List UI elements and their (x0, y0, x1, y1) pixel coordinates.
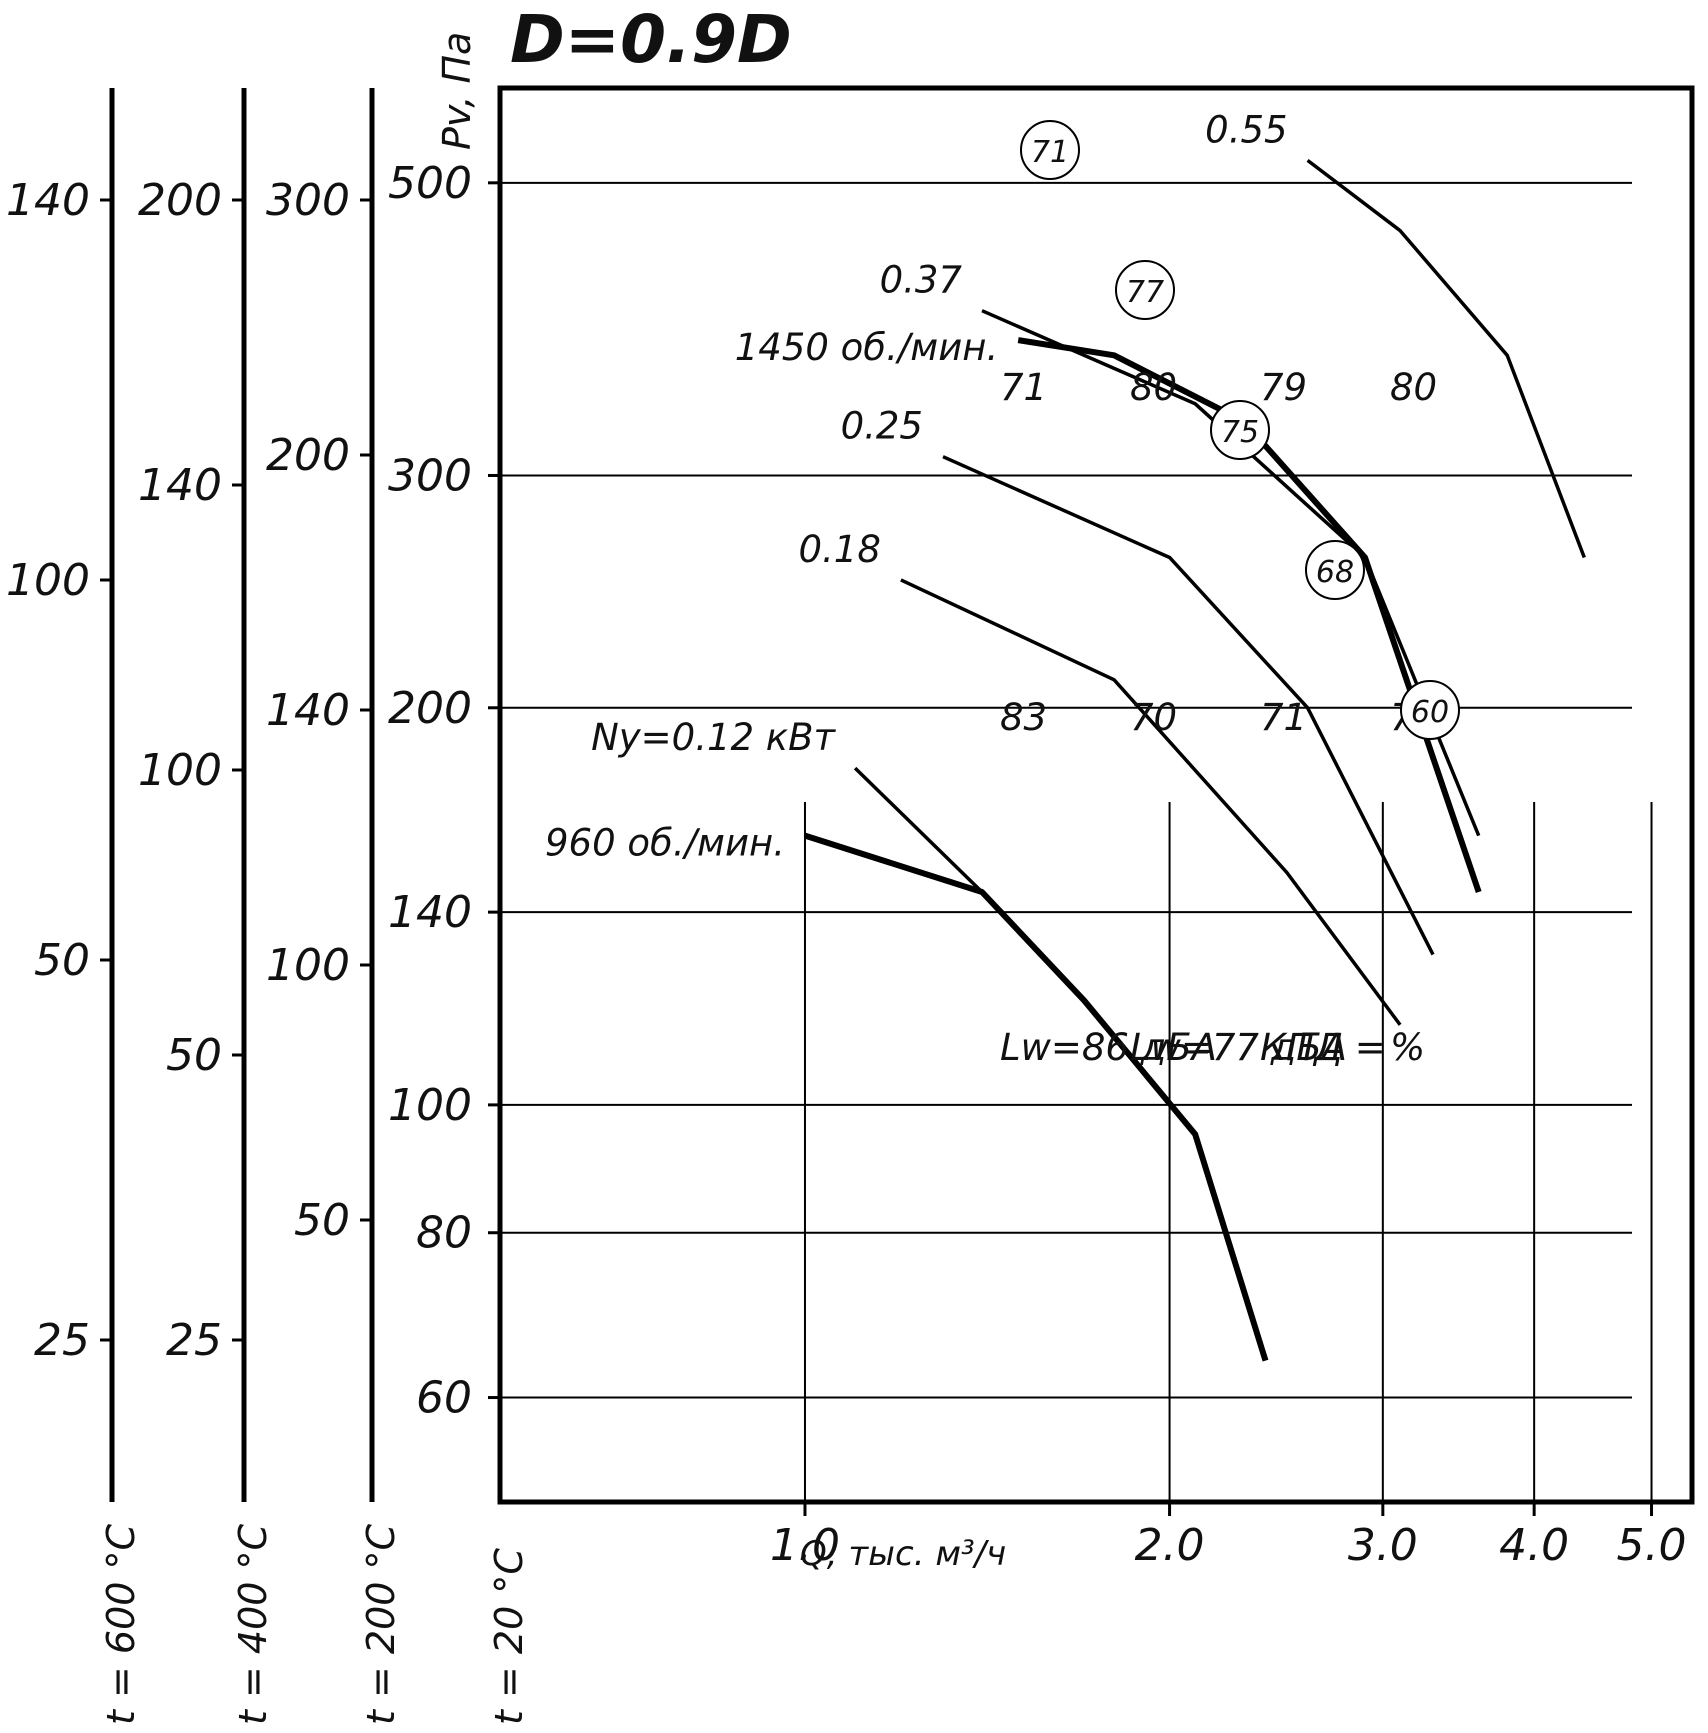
temperature-tick-label: 100 (138, 745, 222, 796)
temperature-axis-label: t = 20 °C (487, 1548, 531, 1725)
efficiency-circle-label: 68 (1316, 555, 1354, 590)
efficiency-circle-label: 71 (1031, 135, 1069, 170)
power-line (853, 766, 984, 894)
temperature-tick-label: 200 (138, 175, 222, 226)
y-tick-label: 60 (416, 1373, 472, 1424)
temperature-tick-label: 200 (266, 430, 350, 481)
efficiency-circle (1400, 680, 1460, 740)
annotation-label: % (1390, 1026, 1425, 1069)
y-axis-label: Pv, Па (435, 32, 479, 150)
plot-frame (497, 85, 1695, 1505)
power-line-label: 0.18 (798, 528, 880, 571)
temperature-tick-label: 100 (266, 940, 350, 991)
y-tick-label: 200 (388, 683, 472, 734)
power-line-label: 0.25 (841, 405, 923, 448)
annotation-label: КПД = (1260, 1026, 1386, 1069)
grid-lines (100, 88, 1654, 1516)
temperature-tick-label: 25 (166, 1315, 222, 1366)
temperature-tick-label: 300 (266, 175, 350, 226)
x-tick-label: 3.0 (1348, 1520, 1418, 1571)
temperature-axis-label: t = 600 °C (99, 1523, 143, 1725)
efficiency-circle (1115, 260, 1175, 320)
x-tick-label: 4.0 (1499, 1520, 1569, 1571)
annotation-label: 71 (1000, 366, 1047, 409)
chart-title: D=0.9D (510, 1, 792, 78)
temperature-tick-label: 50 (294, 1195, 350, 1246)
power-line-label: 0.55 (1205, 108, 1287, 151)
annotation-label: Lw=86 дБА (1000, 1026, 1217, 1069)
y-tick-label: 140 (388, 887, 472, 938)
efficiency-circle (1020, 120, 1080, 180)
temperature-tick-label: 50 (166, 1030, 222, 1081)
annotation-label: 71 (1260, 696, 1307, 739)
speed-curve (804, 832, 1269, 1362)
temperature-tick-label: 140 (266, 685, 350, 736)
efficiency-circle-label: 60 (1411, 695, 1449, 730)
annotation-label: 70 (1130, 696, 1177, 739)
annotation-label: 79 (1260, 366, 1307, 409)
annotation-label: 80 (1130, 366, 1177, 409)
temperature-tick-label: 100 (6, 555, 90, 606)
power-line (942, 455, 1435, 956)
y-tick-label: 100 (388, 1080, 472, 1131)
x-tick-label: 1.0 (770, 1520, 840, 1571)
y-tick-label: 300 (388, 450, 472, 501)
efficiency-circle (1210, 400, 1270, 460)
power-line-label: 0.37 (880, 259, 963, 302)
annotation-label: 80 (1390, 366, 1437, 409)
x-tick-label: 2.0 (1135, 1520, 1205, 1571)
temperature-tick-label: 140 (6, 175, 90, 226)
x-axis-label: Q, тыс. м³/ч (800, 1534, 1006, 1574)
temperature-axis-label: t = 400 °C (231, 1523, 275, 1725)
efficiency-circle-label: 75 (1221, 415, 1259, 450)
temperature-axis-label: t = 200 °C (359, 1523, 403, 1725)
annotation-label: Lw=77 дБА (1130, 1026, 1347, 1069)
chart-labels: 500 300 200 140 100 80 60 1.0 2.0 3.0 4.0 5.0 t = 20… (6, 108, 1686, 1725)
x-tick-label: 5.0 (1617, 1520, 1687, 1571)
temperature-tick-label: 140 (138, 460, 222, 511)
speed-curve-label: 960 об./мин. (545, 822, 785, 865)
y-tick-label: 80 (416, 1208, 472, 1259)
power-line-label: Ny=0.12 кВт (591, 716, 836, 759)
power-line (900, 578, 1402, 1026)
temperature-tick-label: 50 (34, 935, 90, 986)
y-tick-label: 500 (388, 158, 472, 209)
efficiency-circle (1305, 540, 1365, 600)
annotation-label: 83 (1000, 696, 1047, 739)
efficiency-circle-label: 77 (1126, 275, 1164, 310)
power-line (1306, 159, 1586, 559)
speed-curve-label: 1450 об./мин. (735, 326, 999, 369)
temperature-tick-label: 25 (34, 1315, 90, 1366)
